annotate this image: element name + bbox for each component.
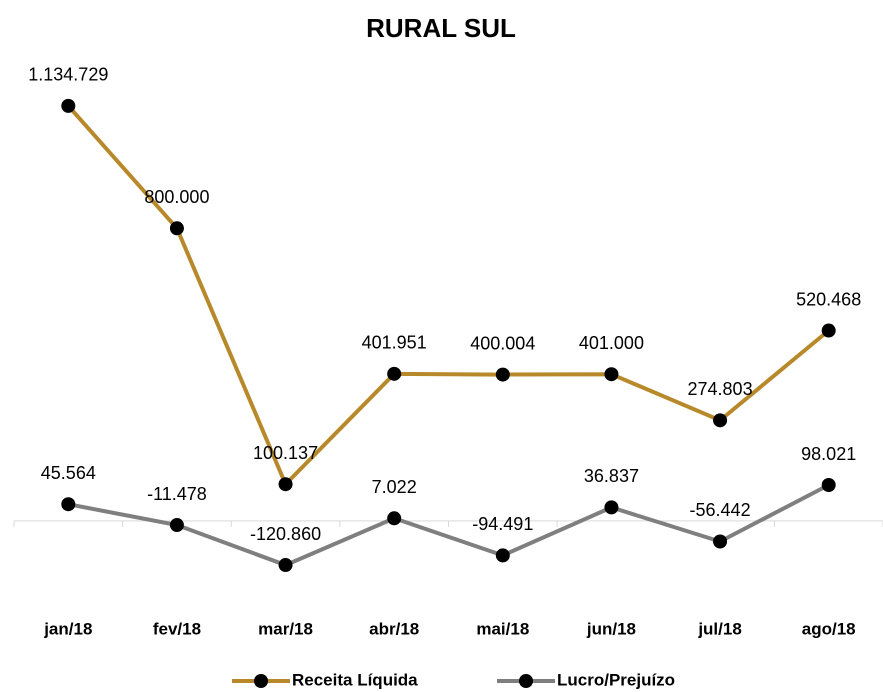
data-point (604, 367, 619, 382)
x-tick-label: jan/18 (43, 619, 92, 638)
x-tick-label: ago/18 (802, 619, 856, 638)
chart-title: RURAL SUL (366, 13, 516, 43)
legend-marker (254, 674, 268, 688)
data-label: 36.837 (584, 466, 639, 486)
x-tick-label: jul/18 (697, 619, 741, 638)
data-label: 7.022 (372, 477, 417, 497)
data-point (387, 511, 402, 526)
data-label: 100.137 (253, 443, 318, 463)
data-label: 401.951 (362, 333, 427, 353)
x-tick-label: jun/18 (586, 619, 636, 638)
x-tick-label: mai/18 (476, 619, 529, 638)
data-label: 1.134.729 (28, 65, 108, 85)
data-label: 98.021 (801, 444, 856, 464)
data-point (821, 323, 836, 338)
data-label: 45.564 (41, 463, 96, 483)
x-tick-label: abr/18 (369, 619, 419, 638)
data-label: -56.442 (690, 500, 751, 520)
data-point (495, 367, 510, 382)
data-label: -94.491 (472, 514, 533, 534)
data-point (713, 413, 728, 428)
data-point (495, 548, 510, 563)
legend-marker (519, 674, 533, 688)
data-label: 401.000 (579, 333, 644, 353)
data-point (278, 558, 293, 573)
data-point (278, 477, 293, 492)
x-tick-label: fev/18 (153, 619, 201, 638)
data-point (821, 478, 836, 493)
series-line (67, 483, 830, 568)
series-line (66, 104, 830, 488)
legend-label: Lucro/Prejuízo (557, 670, 675, 689)
data-point (387, 366, 402, 381)
data-label: 400.004 (470, 333, 535, 353)
data-label: 520.468 (796, 289, 861, 309)
data-label: -120.860 (250, 524, 321, 544)
data-label: 800.000 (144, 187, 209, 207)
data-point (713, 534, 728, 549)
data-point (61, 98, 76, 113)
legend-label: Receita Líquida (292, 670, 418, 689)
data-point (169, 518, 184, 533)
data-point (604, 500, 619, 515)
data-label: 274.803 (688, 379, 753, 399)
data-point (169, 221, 184, 236)
data-point (61, 497, 76, 512)
data-label: -11.478 (147, 484, 207, 504)
x-tick-label: mar/18 (258, 619, 313, 638)
